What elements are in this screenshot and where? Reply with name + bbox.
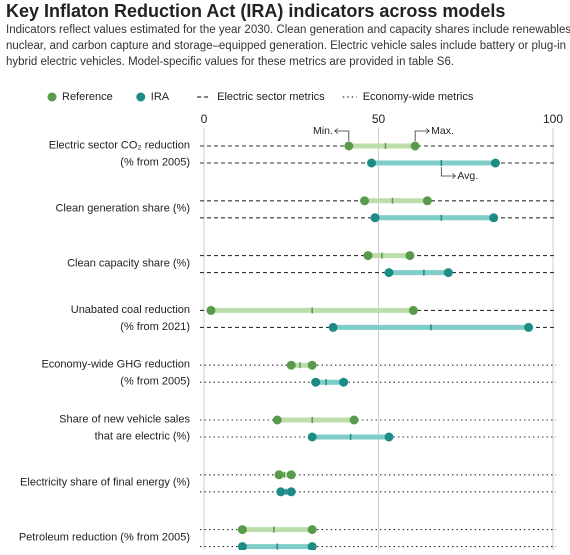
annotation-arrow bbox=[414, 128, 430, 141]
category-label: that are electric (%) bbox=[95, 430, 190, 442]
category-label: Economy-wide GHG reduction bbox=[41, 359, 190, 371]
category-label: Electric sector CO₂ reduction bbox=[49, 139, 190, 151]
max-dot bbox=[405, 251, 415, 261]
min-dot bbox=[384, 268, 394, 278]
max-dot bbox=[286, 487, 296, 497]
max-dot bbox=[384, 432, 394, 442]
max-dot bbox=[307, 542, 317, 552]
min-dot bbox=[363, 251, 373, 261]
min-dot bbox=[370, 213, 380, 223]
category-label: (% from 2005) bbox=[120, 156, 190, 168]
legend-marker bbox=[136, 92, 146, 102]
max-dot bbox=[307, 525, 317, 535]
max-dot bbox=[422, 196, 432, 206]
max-dot bbox=[408, 305, 418, 315]
category-label: Petroleum reduction (% from 2005) bbox=[19, 532, 190, 544]
min-dot bbox=[272, 415, 282, 425]
legend-label: Electric sector metrics bbox=[217, 91, 325, 103]
max-dot bbox=[339, 377, 349, 387]
min-dot bbox=[286, 360, 296, 370]
subtitle: nuclear, and carbon capture and storage–… bbox=[6, 40, 566, 52]
legend-marker bbox=[47, 92, 57, 102]
x-tick-label: 100 bbox=[543, 112, 563, 126]
annotation: Min. bbox=[313, 125, 333, 137]
category-label: Unabated coal reduction bbox=[71, 304, 190, 316]
annotation-arrow bbox=[334, 128, 350, 141]
min-dot bbox=[307, 432, 317, 442]
category-label: Clean generation share (%) bbox=[55, 203, 190, 215]
category-label: Clean capacity share (%) bbox=[67, 258, 190, 270]
max-dot bbox=[489, 213, 499, 223]
max-dot bbox=[349, 415, 359, 425]
x-tick-label: 0 bbox=[201, 112, 208, 126]
min-dot bbox=[311, 377, 321, 387]
max-dot bbox=[410, 141, 420, 151]
annotation-arrow bbox=[440, 167, 456, 179]
max-dot bbox=[490, 158, 500, 168]
min-dot bbox=[206, 305, 216, 315]
legend-label: Economy-wide metrics bbox=[363, 91, 474, 103]
min-dot bbox=[237, 525, 247, 535]
subtitle: hybrid electric vehicles. Model-specific… bbox=[6, 56, 454, 68]
min-dot bbox=[344, 141, 354, 151]
category-label: (% from 2021) bbox=[120, 321, 190, 333]
min-dot bbox=[360, 196, 370, 206]
annotation: Max. bbox=[431, 125, 454, 137]
legend-label: Reference bbox=[62, 91, 113, 103]
category-label: Share of new vehicle sales bbox=[59, 413, 190, 425]
category-label: Electricity share of final energy (%) bbox=[20, 477, 190, 489]
max-dot bbox=[286, 470, 296, 480]
legend-label: IRA bbox=[151, 91, 170, 103]
x-tick-label: 50 bbox=[372, 112, 386, 126]
min-dot bbox=[367, 158, 377, 168]
max-dot bbox=[443, 268, 453, 278]
max-dot bbox=[307, 360, 317, 370]
chart-title: Key Inflaton Reduction Act (IRA) indicat… bbox=[6, 1, 505, 21]
min-dot bbox=[276, 487, 286, 497]
annotation: Avg. bbox=[457, 170, 478, 182]
min-dot bbox=[328, 322, 338, 332]
subtitle: Indicators reflect values estimated for … bbox=[6, 24, 570, 36]
max-dot bbox=[524, 322, 534, 332]
min-dot bbox=[237, 542, 247, 552]
min-dot bbox=[274, 470, 284, 480]
category-label: (% from 2005) bbox=[120, 376, 190, 388]
